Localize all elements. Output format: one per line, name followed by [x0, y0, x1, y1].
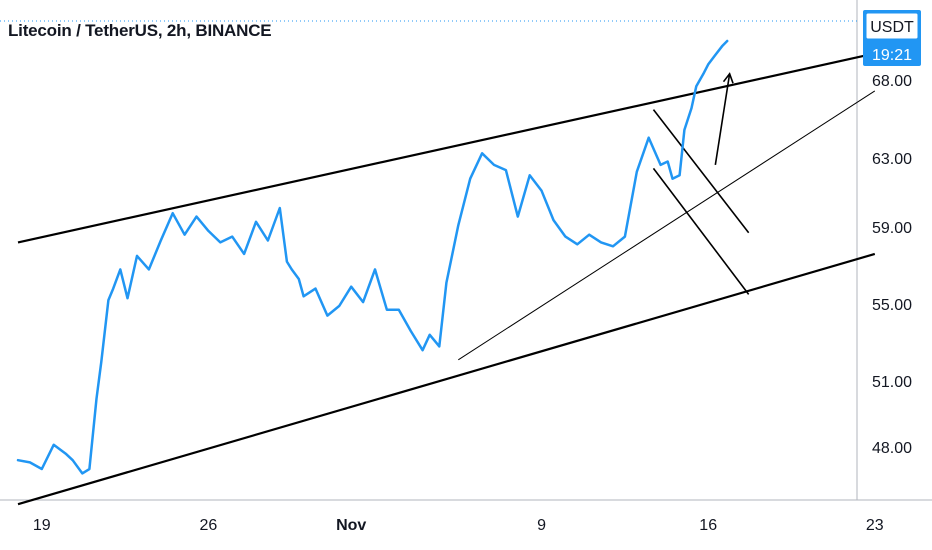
price-tick-label: 55.00 [872, 297, 912, 314]
time-axis-ticks[interactable]: 19 26 Nov 9 16 23 [33, 517, 884, 534]
trendline-1[interactable] [17, 52, 876, 244]
price-tick-label: 68.00 [872, 73, 912, 90]
trendline-2[interactable] [17, 252, 876, 506]
annotation-arrow-layer [714, 72, 734, 166]
chart-title: Litecoin / TetherUS, 2h, BINANCE [8, 21, 272, 40]
countdown-label: 19:21 [872, 47, 912, 64]
currency-label: USDT [870, 19, 914, 36]
trendline-3[interactable] [458, 90, 876, 361]
arrow-head [722, 72, 734, 84]
price-axis-ticks[interactable]: 48.00 51.00 55.00 59.00 63.00 68.00 [872, 73, 912, 457]
time-tick-label: 9 [537, 517, 546, 534]
price-badge[interactable]: USDT 19:21 [863, 10, 921, 66]
time-tick-label: 26 [200, 517, 218, 534]
series-layer [16, 39, 729, 475]
price-tick-label: 51.00 [872, 374, 912, 391]
price-tick-label: 48.00 [872, 440, 912, 457]
series-line-1 [16, 39, 729, 475]
time-tick-label: 19 [33, 517, 51, 534]
price-tick-label: 59.00 [872, 220, 912, 237]
trendline-4[interactable] [652, 109, 750, 234]
trendline-5[interactable] [652, 167, 750, 295]
trendlines-layer [17, 52, 876, 506]
arrow-shaft [714, 73, 731, 166]
time-tick-label: Nov [336, 517, 366, 534]
currency-badge-box [865, 12, 919, 40]
time-tick-label: 16 [699, 517, 717, 534]
time-tick-label: 23 [866, 517, 884, 534]
price-tick-label: 63.00 [872, 151, 912, 168]
